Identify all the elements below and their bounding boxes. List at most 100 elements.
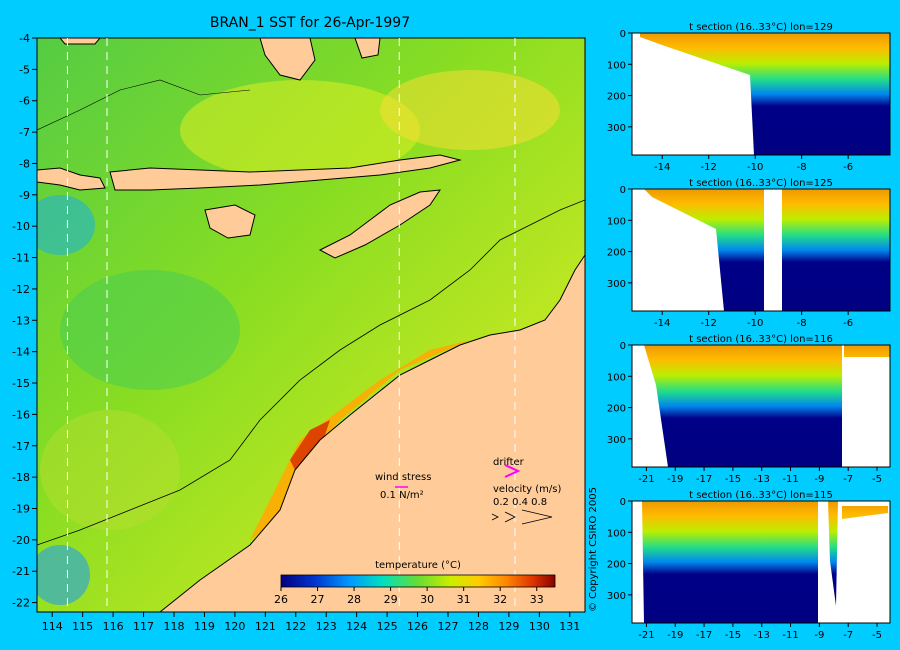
map-y-tick-label: -22 xyxy=(12,597,30,610)
section-frame xyxy=(631,344,891,468)
section-x-tick-label: -21 xyxy=(638,474,654,485)
drifter-label: drifter xyxy=(493,457,525,468)
section-y-tick-label: 200 xyxy=(607,92,626,103)
map-y-tick-label: -9 xyxy=(19,189,30,202)
section-x-tick-label: -7 xyxy=(843,630,853,641)
map-x-tick-label: 117 xyxy=(133,620,154,633)
colorbar-tick-label: 31 xyxy=(457,593,471,606)
drifter-arrow-icon xyxy=(504,464,521,478)
map-y-tick-label: -17 xyxy=(12,440,30,453)
section-panel: t section (16..33°C) lon=116 -21 -19 -17 -15… xyxy=(607,334,891,485)
map-x-tick-label: 126 xyxy=(407,620,428,633)
island-timor xyxy=(318,189,442,259)
section-x-tick-label: -15 xyxy=(725,630,741,641)
velocity-label: velocity (m/s) xyxy=(493,484,561,495)
map-x-tick-label: 129 xyxy=(498,620,519,633)
section-x-tick-label: -17 xyxy=(696,630,712,641)
section-panels: t section (16..33°C) lon=129 -14 -12 -10 -8 -… xyxy=(607,22,891,641)
section-x-tick-label: -12 xyxy=(701,318,717,329)
section-frame xyxy=(631,32,891,156)
section-x-tick-label: -13 xyxy=(754,630,770,641)
map-y-tick-label: -5 xyxy=(19,63,30,76)
colorbar-tick-label: 33 xyxy=(530,593,544,606)
colorbar-tick-label: 32 xyxy=(493,593,507,606)
colorbar-ticks: 26 27 28 29 30 31 32 33 xyxy=(274,587,544,606)
section-panel: t section (16..33°C) lon=115 -21 -19 -17 -15… xyxy=(607,490,891,641)
section-x-tick-label: -5 xyxy=(872,474,882,485)
map-x-tick-label: 124 xyxy=(346,620,367,633)
section-x-tick-label: -8 xyxy=(797,162,807,173)
map-y-tick-label: -21 xyxy=(12,565,30,578)
temperature-section-field xyxy=(644,189,890,311)
section-y-tick-label: 0 xyxy=(620,497,626,508)
section-x-tick-label: -7 xyxy=(843,474,853,485)
section-x-tick-label: -5 xyxy=(872,630,882,641)
section-y-tick-label: 0 xyxy=(620,29,626,40)
map-y-tick-label: -20 xyxy=(12,534,30,547)
section-y-tick-label: 300 xyxy=(607,123,626,134)
cool-patch xyxy=(37,195,95,255)
island-chain xyxy=(109,154,462,191)
section-x-tick-label: -11 xyxy=(782,474,798,485)
map-x-tick-label: 123 xyxy=(316,620,337,633)
colorbar-tick-label: 28 xyxy=(347,593,361,606)
warm-patch xyxy=(380,70,560,150)
wind-stress-label: wind stress xyxy=(375,472,431,483)
map-y-tick-label: -7 xyxy=(19,126,30,139)
section-y-tick-label: 200 xyxy=(607,560,626,571)
section-y-tick-label: 100 xyxy=(607,528,626,539)
section-x-tick-label: -10 xyxy=(747,318,763,329)
australia-land xyxy=(159,254,585,612)
map-y-axis: -4 -5 -6 -7 -8 -9 -10 -11 -12 -13 -14 -15 -16 -17 -18 -… xyxy=(12,32,37,610)
temperature-section-field xyxy=(640,33,890,155)
island-small xyxy=(354,38,381,59)
section-x-tick-label: -15 xyxy=(725,474,741,485)
section-panel: t section (16..33°C) lon=129 -14 -12 -10 -8 -… xyxy=(607,22,891,173)
map-y-tick-label: -4 xyxy=(19,32,30,45)
colorbar-tick-label: 26 xyxy=(274,593,288,606)
map-x-tick-label: 125 xyxy=(377,620,398,633)
section-frame xyxy=(631,500,891,624)
section-y-tick-label: 0 xyxy=(620,341,626,352)
map-title: BRAN_1 SST for 26-Apr-1997 xyxy=(210,15,410,31)
section-x-tick-label: -11 xyxy=(782,630,798,641)
map-y-tick-label: -13 xyxy=(12,314,30,327)
sst-map: BRAN_1 SST for 26-Apr-1997 xyxy=(12,15,599,633)
map-y-tick-label: -12 xyxy=(12,283,30,296)
section-x-tick-label: -6 xyxy=(843,318,853,329)
isobath-line xyxy=(37,199,585,546)
section-x-tick-label: -14 xyxy=(654,162,670,173)
map-y-tick-label: -6 xyxy=(19,95,30,108)
section-x-tick-label: -6 xyxy=(843,162,853,173)
warm-patch xyxy=(180,80,420,180)
section-x-tick-label: -12 xyxy=(701,162,717,173)
section-y-tick-label: 0 xyxy=(620,185,626,196)
copyright-text: © Copyright CSIRO 2005 xyxy=(588,487,599,612)
island-java xyxy=(37,167,106,191)
map-x-tick-label: 118 xyxy=(164,620,185,633)
map-x-tick-label: 114 xyxy=(42,620,63,633)
map-x-tick-label: 121 xyxy=(255,620,276,633)
section-y-tick-label: 100 xyxy=(607,216,626,227)
map-frame xyxy=(36,37,586,613)
cool-patch xyxy=(60,270,240,390)
section-title: t section (16..33°C) lon=129 xyxy=(689,22,833,33)
section-y-tick-label: 200 xyxy=(607,404,626,415)
colorbar-tick-label: 30 xyxy=(420,593,434,606)
map-x-tick-label: 128 xyxy=(468,620,489,633)
section-x-tick-label: -9 xyxy=(814,474,824,485)
section-frame xyxy=(631,188,891,312)
section-y-tick-label: 100 xyxy=(607,372,626,383)
map-y-tick-label: -10 xyxy=(12,220,30,233)
island-borneo-tip xyxy=(59,38,101,45)
section-title: t section (16..33°C) lon=115 xyxy=(689,490,833,501)
map-x-tick-label: 130 xyxy=(529,620,550,633)
wind-stress-scale: 0.1 N/m² xyxy=(380,490,424,501)
temperature-section-field xyxy=(644,345,890,467)
temperature-section-field xyxy=(642,501,888,623)
colorbar-tick-label: 29 xyxy=(384,593,398,606)
section-panel: t section (16..33°C) lon=125 -14 -12 -10 -8 -… xyxy=(607,178,891,329)
map-x-tick-label: 127 xyxy=(438,620,459,633)
map-x-tick-label: 131 xyxy=(559,620,580,633)
